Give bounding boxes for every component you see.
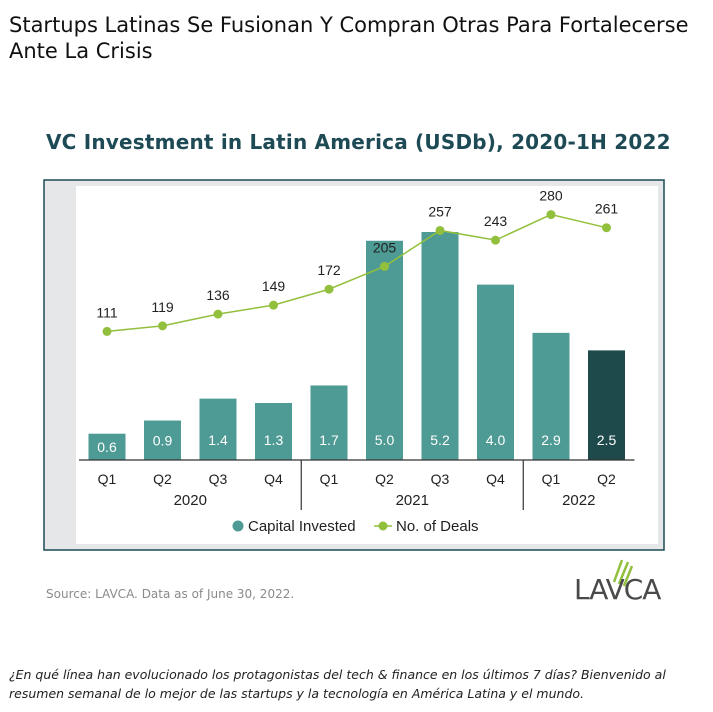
legend-capital-invested-label: Capital Invested <box>248 518 356 535</box>
year-label: 2021 <box>396 492 429 509</box>
bar-capital-invested <box>199 398 237 460</box>
deal-value-label: 111 <box>96 304 117 320</box>
bar-value-label: 5.2 <box>430 432 450 448</box>
logo-wordmark: LAVCA <box>574 573 661 606</box>
legend-deals-swatch <box>378 521 388 531</box>
source-note: Source: LAVCA. Data as of June 30, 2022. <box>46 587 295 601</box>
legend-capital-invested-swatch <box>232 520 244 532</box>
x-tick-label: Q4 <box>264 471 283 487</box>
bar-capital-invested <box>366 240 403 460</box>
year-label: 2022 <box>562 492 595 509</box>
deal-point <box>269 300 278 310</box>
deal-value-label: 280 <box>539 188 563 204</box>
deal-value-label: 136 <box>206 287 230 303</box>
x-tick-label: Q1 <box>98 471 117 487</box>
bar-capital-invested <box>310 385 348 460</box>
bar-capital-invested <box>88 433 126 460</box>
deal-value-label: 261 <box>595 201 619 217</box>
bar-value-label: 0.9 <box>153 432 173 448</box>
line-no-of-deals <box>106 213 607 333</box>
bar-value-label: 2.5 <box>597 432 617 448</box>
chart-title: VC Investment in Latin America (USDb), 2… <box>46 130 671 154</box>
bar-capital-invested <box>532 332 570 460</box>
bar-value-label: 2.9 <box>541 432 561 448</box>
bar-value-label: 0.6 <box>97 439 117 455</box>
deal-value-label: 149 <box>262 278 286 294</box>
x-tick-label: Q2 <box>597 471 616 487</box>
bar-capital-invested <box>255 403 292 460</box>
bar-value-label: 4.0 <box>486 432 506 448</box>
deal-value-label: 172 <box>317 262 341 278</box>
bar-capital-invested <box>588 350 625 460</box>
deal-point <box>158 321 167 331</box>
deal-value-label: 243 <box>484 213 508 229</box>
deal-point <box>380 261 389 271</box>
article-intro: ¿En qué línea han evolucionado los prota… <box>9 667 666 701</box>
bar-value-label: 1.4 <box>208 432 228 448</box>
legend-deals-label: No. of Deals <box>396 518 479 535</box>
deal-point <box>102 326 112 336</box>
bar-capital-invested <box>144 420 181 460</box>
deal-point <box>491 235 500 245</box>
deal-point <box>435 225 445 235</box>
logo-mark-icon <box>612 559 634 587</box>
bar-value-label: 5.0 <box>375 432 395 448</box>
year-label: 2020 <box>174 492 207 509</box>
deal-value-label: 205 <box>373 239 397 255</box>
bar-capital-invested <box>421 232 459 460</box>
deal-value-label: 119 <box>151 299 174 315</box>
x-tick-label: Q2 <box>153 471 172 487</box>
x-tick-label: Q4 <box>486 471 505 487</box>
deal-point <box>546 210 556 220</box>
x-tick-label: Q3 <box>431 471 450 487</box>
x-tick-label: Q2 <box>375 471 394 487</box>
deal-point <box>324 284 334 294</box>
bar-value-label: 1.3 <box>264 432 284 448</box>
x-tick-label: Q1 <box>542 471 561 487</box>
x-tick-label: Q1 <box>320 471 339 487</box>
deal-value-label: 257 <box>428 203 452 219</box>
bar-capital-invested <box>477 284 514 460</box>
deal-point <box>213 309 223 319</box>
lavca-logo: LAVCA <box>574 556 666 606</box>
x-tick-label: Q3 <box>209 471 228 487</box>
deal-point <box>602 223 611 233</box>
bar-value-label: 1.7 <box>319 432 339 448</box>
article-headline: Startups Latinas Se Fusionan Y Compran O… <box>9 13 689 63</box>
